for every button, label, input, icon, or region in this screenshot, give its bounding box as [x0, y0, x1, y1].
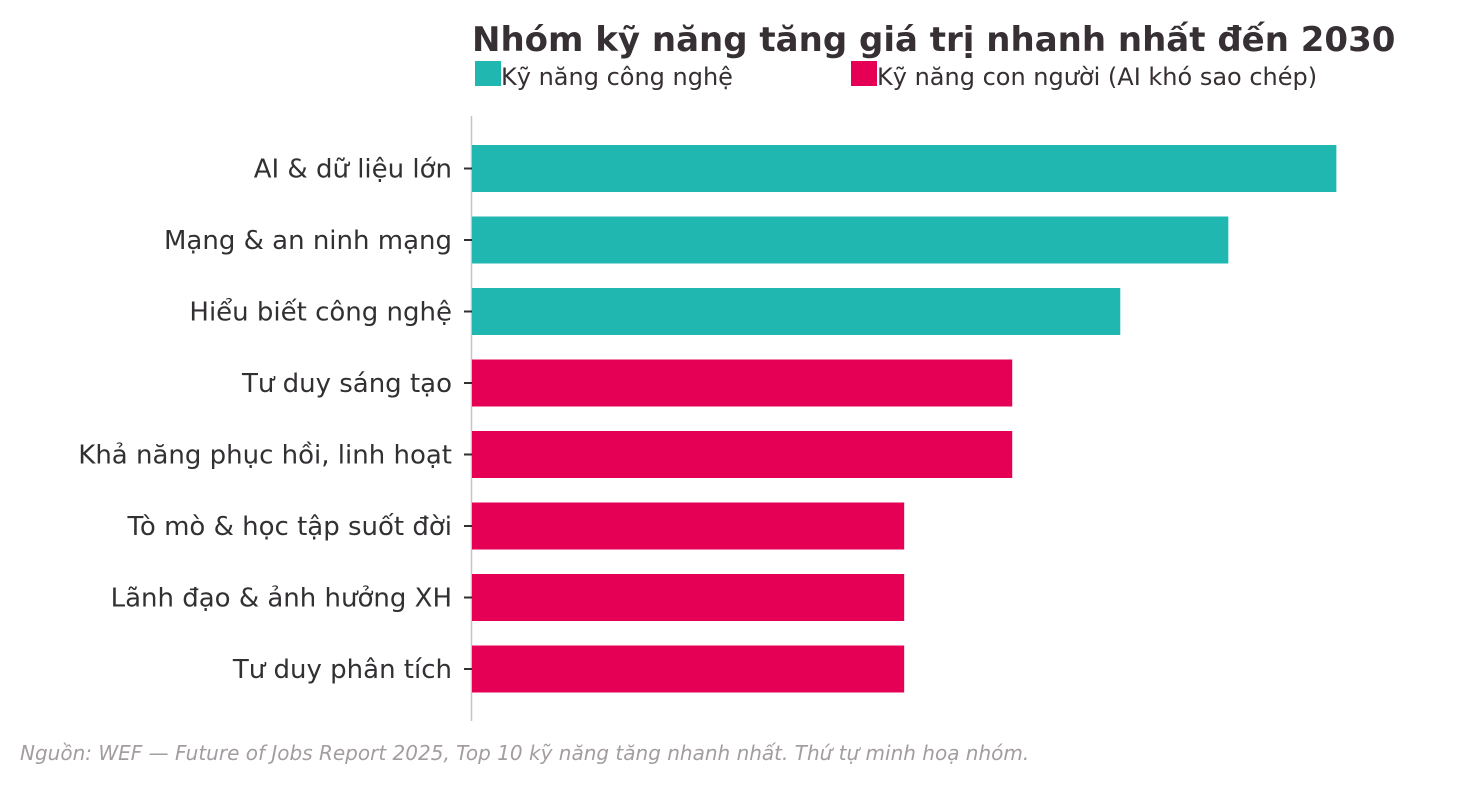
legend-swatch-human: [851, 61, 877, 86]
bar-1: [472, 145, 1337, 192]
y-tick-label-8: Tư duy phân tích: [232, 655, 452, 685]
y-tick-label-6: Tò mò & học tập suốt đời: [126, 512, 452, 542]
y-tick-label-7: Lãnh đạo & ảnh hưởng XH: [111, 584, 452, 614]
y-tick-label-5: Khả năng phục hồi, linh hoạt: [78, 441, 452, 471]
legend: Kỹ năng công nghệ Kỹ năng con người (AI …: [475, 61, 1317, 91]
bar-3: [472, 288, 1121, 335]
chart-title: Nhóm kỹ năng tăng giá trị nhanh nhất đến…: [472, 20, 1395, 60]
bar-4: [472, 359, 1013, 407]
bar-7: [472, 574, 905, 621]
source-note: Nguồn: WEF — Future of Jobs Report 2025,…: [20, 741, 1029, 765]
y-tick-label-1: AI & dữ liệu lớn: [254, 155, 452, 185]
y-tick-label-2: Mạng & an ninh mạng: [164, 226, 452, 256]
legend-swatch-tech: [475, 61, 501, 86]
bar-5: [472, 431, 1013, 478]
y-tick-label-3: Hiểu biết công nghệ: [189, 297, 452, 328]
bar-8: [472, 645, 905, 693]
bar-6: [472, 502, 905, 550]
bar-2: [472, 216, 1229, 264]
y-axis-ticks: AI & dữ liệu lớn Mạng & an ninh mạng Hiểu …: [78, 155, 472, 685]
bars: [472, 145, 1337, 693]
y-tick-label-4: Tư duy sáng tạo: [241, 369, 452, 399]
legend-label-tech: Kỹ năng công nghệ: [501, 63, 733, 91]
legend-label-human: Kỹ năng con người (AI khó sao chép): [877, 63, 1317, 91]
